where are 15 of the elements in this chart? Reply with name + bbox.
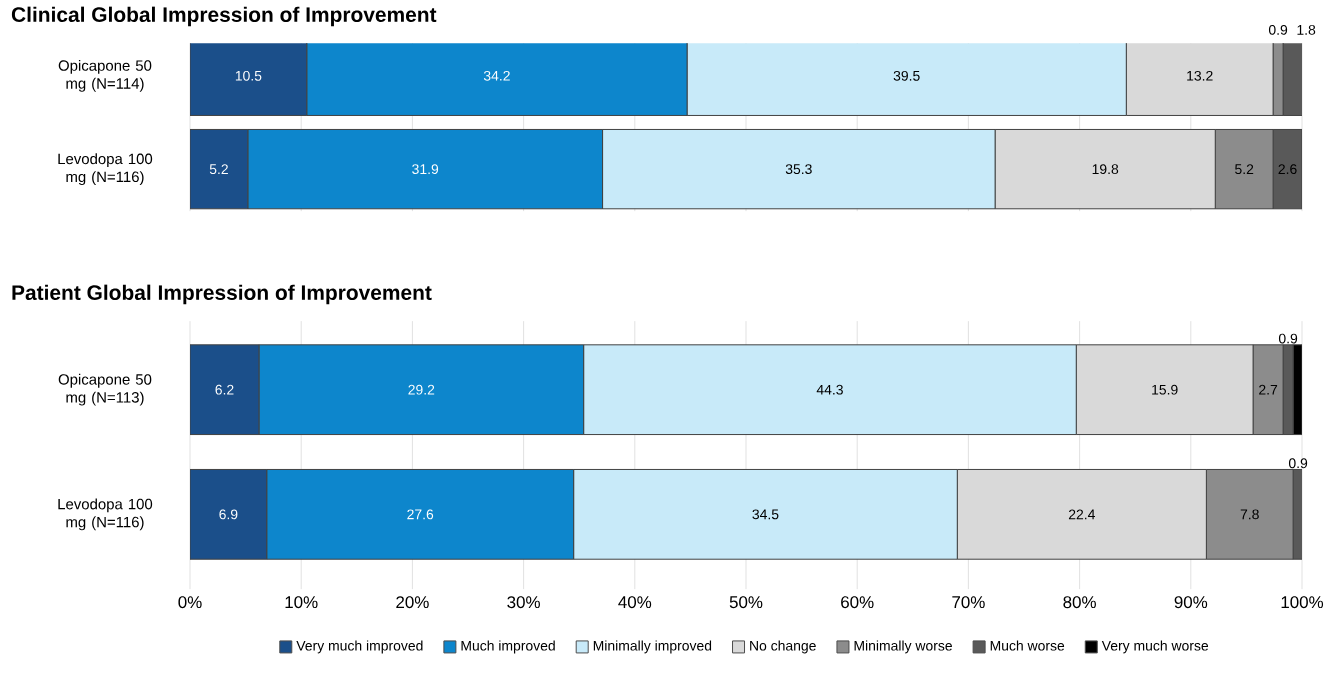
x-tick-label: 0%	[178, 596, 202, 609]
x-tick-label: 20%	[396, 596, 429, 609]
x-tick-label: 30%	[507, 596, 540, 609]
bar	[190, 344, 260, 436]
chart-title: Clinical Global Impression of Improvement	[11, 7, 437, 27]
x-tick-label: 100%	[1281, 596, 1324, 609]
x-tick-label: 60%	[841, 596, 874, 609]
x-tick-label: 90%	[1174, 596, 1208, 609]
bar	[190, 469, 268, 561]
chart-title: Patient Global Impression of Improvement	[12, 285, 432, 305]
x-tick-label: 50%	[729, 596, 763, 609]
x-tick-label: 10%	[285, 596, 318, 609]
x-tick-label: 80%	[1063, 596, 1096, 609]
x-tick-label: 40%	[618, 596, 652, 609]
x-tick-label: 70%	[952, 596, 985, 609]
